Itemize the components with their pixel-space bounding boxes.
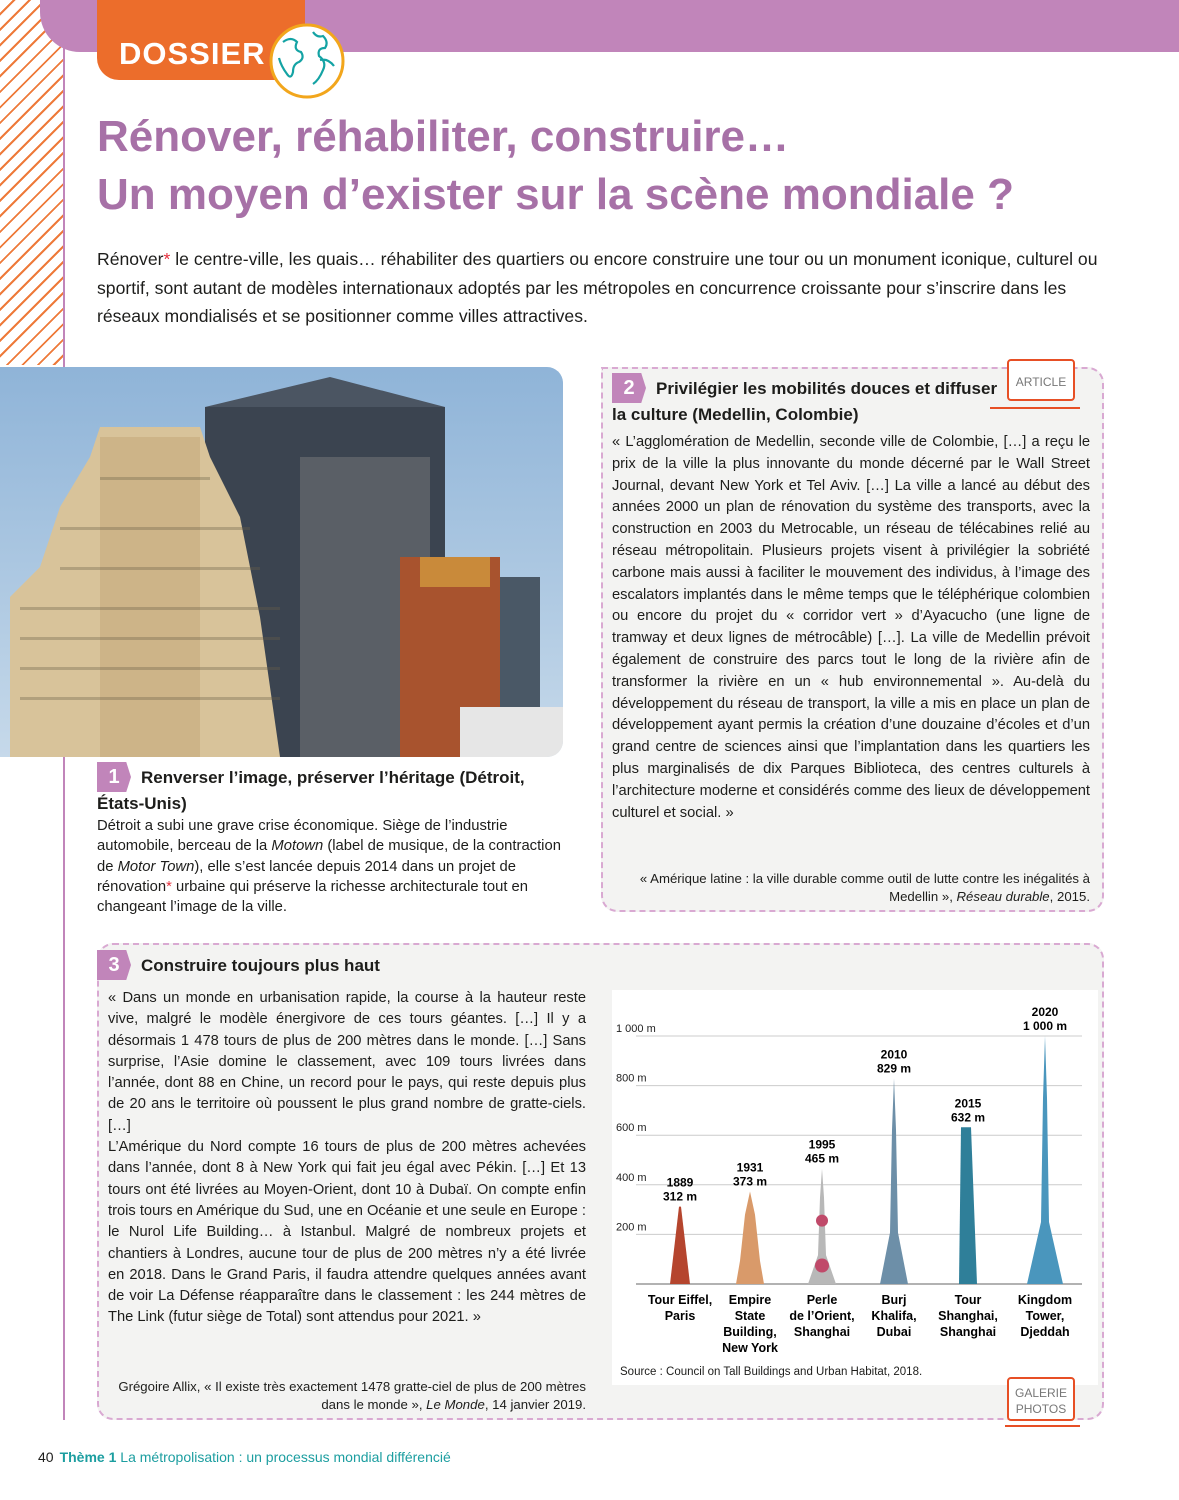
tower-bar <box>1027 1036 1063 1284</box>
tower-bar <box>880 1078 908 1284</box>
doc2-title: Privilégier les mobilités douces et diff… <box>612 379 998 424</box>
y-tick-label: 400 m <box>616 1172 647 1184</box>
footer-theme: Thème 1 <box>59 1449 117 1465</box>
category-label: Tour Eiffel, Paris <box>648 1293 712 1323</box>
doc2-source-journal: Réseau durable <box>956 889 1050 904</box>
tower-year-label: 2020 <box>1032 1005 1059 1019</box>
glossary-word[interactable]: Rénover <box>97 249 164 269</box>
skyscraper-chart: 200 m 400 m 600 m 800 m 1 000 m 1889 312 m Tour… <box>612 990 1098 1385</box>
tower-bar <box>670 1206 690 1284</box>
category-label: Empire State Building, New York <box>722 1293 778 1355</box>
page-footer: 40 Thème 1 La métropolisation : un proces… <box>38 1449 451 1465</box>
gallery-underline <box>1005 1425 1080 1427</box>
tower-sphere <box>815 1258 829 1273</box>
doc1-motortown: Motor Town <box>117 858 195 875</box>
doc1-number: 1 <box>97 762 131 792</box>
tower-height-label: 632 m <box>951 1110 985 1124</box>
doc2-source-a: « Amérique latine : la ville durable com… <box>639 871 1090 904</box>
doc2-box <box>601 367 1104 912</box>
decorative-hatch <box>0 0 64 365</box>
tower-year-label: 1931 <box>737 1160 764 1174</box>
category-label: Tour Shanghai, Shanghai <box>938 1293 998 1339</box>
category-label: Burj Khalifa, Dubai <box>871 1293 916 1339</box>
doc2-source-b: , 2015. <box>1049 889 1090 904</box>
tower-height-label: 373 m <box>733 1174 767 1188</box>
tower-height-label: 1 000 m <box>1023 1019 1067 1033</box>
article-underline <box>990 407 1080 409</box>
doc3-source-b: , 14 janvier 2019. <box>484 1397 586 1412</box>
tower-year-label: 2015 <box>955 1096 982 1110</box>
footer-text: La métropolisation : un processus mondia… <box>116 1449 451 1465</box>
doc1-title: Renverser l’image, préserver l’héritage … <box>97 768 525 813</box>
tower-year-label: 1995 <box>809 1138 836 1152</box>
doc2-heading: 2 Privilégier les mobilités douces et dif… <box>612 373 1002 426</box>
doc1-text: Détroit a subi une grave crise économiqu… <box>97 816 567 917</box>
chart-source: Source : Council on Tall Buildings and U… <box>620 1366 923 1378</box>
tower-height-label: 465 m <box>805 1152 839 1166</box>
article-button[interactable]: ARTICLE <box>1007 359 1075 401</box>
y-tick-label: 800 m <box>616 1073 647 1085</box>
category-label: Kingdom Tower, Djeddah <box>1018 1293 1072 1339</box>
doc2-source: « Amérique latine : la ville durable com… <box>612 870 1090 906</box>
y-tick-label: 600 m <box>616 1122 647 1134</box>
doc3-number: 3 <box>97 950 131 980</box>
page-number: 40 <box>38 1449 54 1465</box>
doc1-motown: Motown <box>271 838 324 855</box>
glossary-star: * <box>163 249 171 269</box>
doc1-text-d: urbaine qui préserve la richesse archite… <box>97 878 529 916</box>
intro-paragraph: Rénover* le centre-ville, les quais… réh… <box>97 245 1107 331</box>
tower-bar <box>959 1127 977 1284</box>
tower-bar <box>736 1191 764 1284</box>
globe-icon <box>269 23 345 99</box>
doc3-paragraph-2: L’Amérique du Nord compte 16 tours de pl… <box>108 1139 586 1326</box>
y-tick-label: 1 000 m <box>616 1023 656 1035</box>
intro-text: le centre-ville, les quais… réhabiliter … <box>97 249 1098 326</box>
doc1-text-b: (label de musique, de la contraction de <box>97 838 561 875</box>
doc1-heading: 1 Renverser l’image, préserver l’héritage… <box>97 762 567 815</box>
page-title: Rénover, réhabiliter, construire… Un moy… <box>97 108 1172 224</box>
doc1-text-c: ), elle s’est lancée depuis 2014 dans un… <box>97 858 516 895</box>
glossary-star: * <box>166 878 172 895</box>
doc3-paragraph-1: « Dans un monde en urbanisation rapide, … <box>108 990 586 1134</box>
doc1-text-a: Détroit a subi une grave crise économiqu… <box>97 818 508 855</box>
detroit-photo <box>0 367 563 757</box>
doc2-number: 2 <box>612 373 646 403</box>
doc3-title: Construire toujours plus haut <box>141 956 380 975</box>
doc3-heading: 3 Construire toujours plus haut <box>97 950 597 980</box>
tower-sphere <box>816 1214 828 1227</box>
doc2-text: « L’agglomération de Medellin, seconde v… <box>612 434 1090 821</box>
doc3-source: Grégoire Allix, « Il existe très exactem… <box>108 1378 586 1414</box>
y-tick-label: 200 m <box>616 1221 647 1233</box>
category-label: Perle de l’Orient, Shanghai <box>789 1293 854 1339</box>
doc3-source-journal: Le Monde <box>426 1397 485 1412</box>
tower-year-label: 2010 <box>881 1047 908 1061</box>
tower-height-label: 312 m <box>663 1190 697 1204</box>
title-line-2: Un moyen d’exister sur la scène mondiale… <box>97 170 1014 219</box>
tower-height-label: 829 m <box>877 1061 911 1075</box>
doc3-text: « Dans un monde en urbanisation rapide, … <box>108 988 586 1329</box>
doc3-source-a: Grégoire Allix, « Il existe très exactem… <box>118 1379 586 1412</box>
title-line-1: Rénover, réhabiliter, construire… <box>97 112 790 161</box>
photo-gallery-button[interactable]: GALERIE PHOTOS <box>1007 1377 1075 1421</box>
tower-year-label: 1889 <box>667 1176 694 1190</box>
